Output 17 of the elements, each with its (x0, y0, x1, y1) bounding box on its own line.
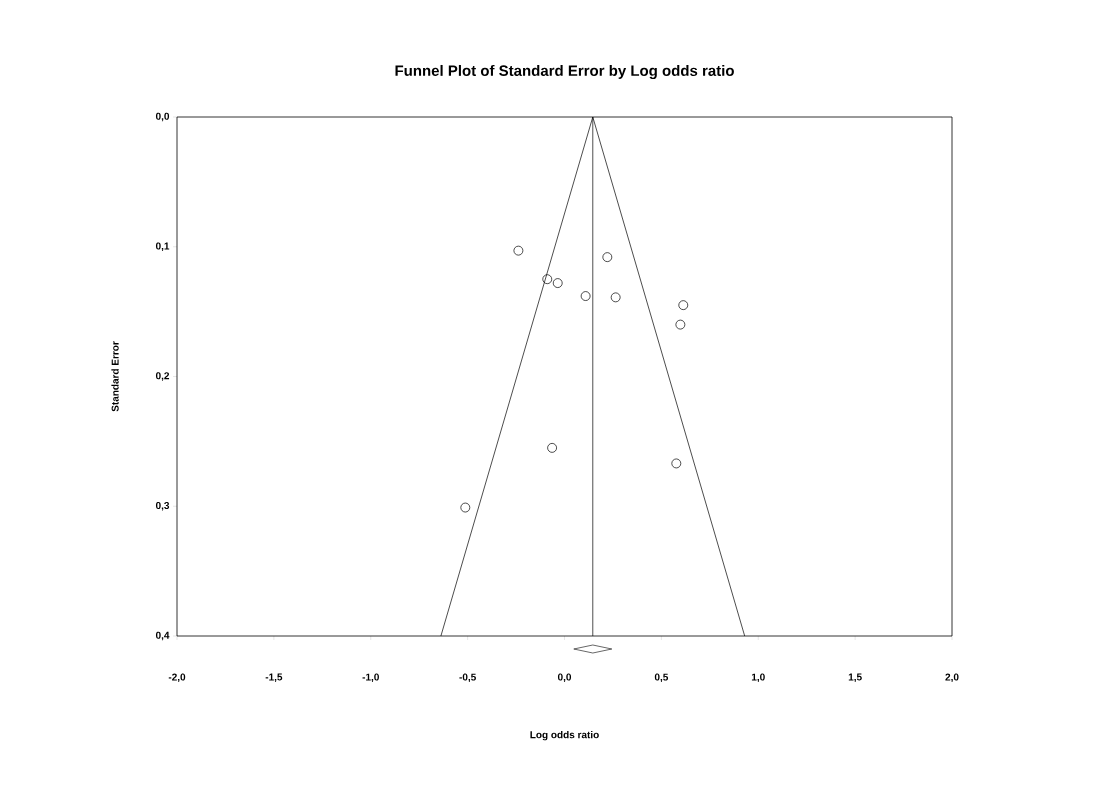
x-tick-label: 1,0 (751, 673, 765, 683)
y-tick-label: 0,0 (155, 112, 170, 122)
x-tick-label: -0,5 (459, 673, 476, 683)
x-tick-label: -1,5 (265, 673, 283, 682)
x-axis-title: Log odds ratio (530, 730, 599, 741)
y-tick-label: 0,2 (155, 372, 170, 381)
y-tick-label: 0,4 (155, 631, 170, 641)
x-tick-label: -2,0 (168, 673, 186, 683)
x-tick-label: 2,0 (945, 673, 959, 683)
y-axis-title: Standard Error (111, 341, 119, 412)
chart-title: Funnel Plot of Standard Error by Log odds ratio (395, 64, 734, 80)
y-tick-label: 0,3 (155, 501, 170, 511)
x-tick-label: 0,0 (557, 673, 572, 683)
x-tick-label: -1,0 (362, 673, 379, 683)
y-tick-label: 0,1 (155, 242, 170, 252)
x-tick-label: 1,5 (848, 673, 862, 682)
x-tick-label: 0,5 (654, 673, 669, 683)
